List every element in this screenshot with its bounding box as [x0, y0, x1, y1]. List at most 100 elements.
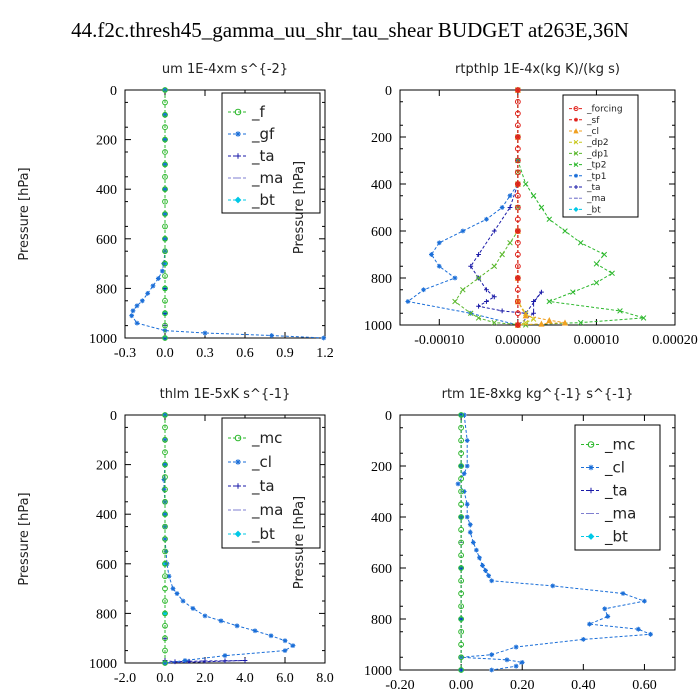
data-point — [452, 298, 458, 305]
data-point — [573, 139, 579, 145]
legend-label: _ma — [604, 505, 636, 524]
data-point — [235, 483, 241, 489]
legend-label: _tp2 — [586, 161, 606, 171]
data-point — [573, 162, 579, 167]
data-point — [458, 616, 465, 622]
data-point — [458, 667, 464, 673]
data-point — [587, 441, 595, 448]
data-point — [514, 157, 521, 164]
data-point — [162, 511, 168, 518]
data-point — [507, 193, 513, 199]
data-point — [514, 181, 521, 187]
data-point — [234, 196, 242, 204]
data-point — [162, 424, 168, 431]
data-point — [491, 294, 497, 300]
y-tick-label: 800 — [96, 607, 117, 622]
data-point — [162, 235, 168, 242]
legend-label: _ta — [604, 482, 628, 501]
legend-label: _ta — [586, 183, 601, 193]
data-point — [507, 205, 513, 210]
legend-label: _bt — [586, 205, 601, 215]
data-point — [514, 192, 521, 199]
x-tick-label: 0.0 — [156, 671, 174, 686]
data-point — [464, 438, 470, 443]
data-point — [514, 298, 521, 305]
data-point — [514, 98, 521, 105]
data-point — [538, 320, 545, 327]
legend-label: _gf — [251, 125, 275, 144]
y-tick-label: 1000 — [364, 664, 392, 679]
legend-label: _ta — [251, 477, 275, 496]
data-point — [499, 308, 505, 314]
data-point — [458, 654, 465, 661]
data-point — [640, 315, 647, 321]
data-point — [480, 563, 485, 568]
x-tick-label: -0.3 — [114, 346, 136, 361]
data-point — [522, 312, 529, 319]
data-point — [458, 539, 465, 546]
data-point — [180, 598, 186, 604]
legend-label: _ta — [251, 147, 275, 166]
data-point — [161, 487, 167, 492]
data-point — [421, 287, 426, 293]
data-point — [162, 99, 168, 106]
data-point — [577, 319, 584, 326]
legend-label: _ma — [586, 194, 606, 204]
data-point — [531, 299, 536, 304]
legend-label: _bt — [604, 528, 628, 547]
legend-label: _dp2 — [586, 138, 609, 148]
data-point — [134, 320, 140, 326]
data-point — [499, 251, 505, 258]
data-point — [405, 299, 411, 304]
data-point — [468, 263, 474, 269]
data-point — [570, 289, 576, 295]
data-point — [162, 622, 168, 629]
data-point — [162, 248, 168, 255]
legend: _f _gf _ta _ma _bt — [221, 92, 321, 214]
data-point — [470, 540, 476, 545]
data-point — [129, 313, 135, 319]
data-point — [458, 667, 465, 673]
x-tick-label: 0.6 — [236, 346, 254, 361]
data-point — [162, 285, 168, 292]
data-point — [455, 481, 461, 487]
data-point — [234, 530, 242, 538]
y-tick-label: 0 — [110, 84, 117, 99]
data-point — [202, 613, 208, 619]
data-point — [162, 437, 168, 443]
plot-frame — [124, 89, 326, 339]
data-point — [617, 308, 623, 314]
data-point — [458, 603, 465, 610]
data-point — [588, 464, 594, 471]
legend-label: _bt — [251, 191, 275, 210]
y-tick-label: 600 — [96, 233, 117, 248]
data-point — [162, 647, 168, 654]
data-point — [235, 131, 241, 137]
x-tick-label: 1.2 — [316, 346, 334, 361]
data-point — [475, 275, 482, 281]
data-point — [162, 112, 168, 118]
data-point — [162, 137, 168, 142]
data-point — [161, 261, 167, 266]
data-point — [162, 598, 168, 604]
y-axis-label: Pressure [hPa] — [292, 161, 307, 254]
y-tick-label: 200 — [371, 131, 392, 146]
data-point — [162, 536, 168, 542]
legend: _mc _cl _ta _ma _bt — [574, 424, 661, 551]
data-point — [162, 573, 168, 580]
data-point — [513, 663, 519, 669]
y-tick-label: 0 — [110, 409, 117, 424]
data-point — [174, 591, 180, 596]
data-point — [182, 658, 188, 663]
data-point — [483, 568, 488, 573]
y-tick-label: 0 — [385, 409, 392, 424]
legend-label: _ma — [251, 501, 283, 520]
data-point — [514, 110, 521, 117]
data-point — [162, 585, 168, 592]
data-point — [162, 223, 168, 230]
data-point — [159, 268, 165, 274]
data-point — [522, 181, 529, 187]
data-point — [290, 643, 296, 649]
data-point — [514, 251, 521, 258]
data-point — [162, 498, 168, 505]
